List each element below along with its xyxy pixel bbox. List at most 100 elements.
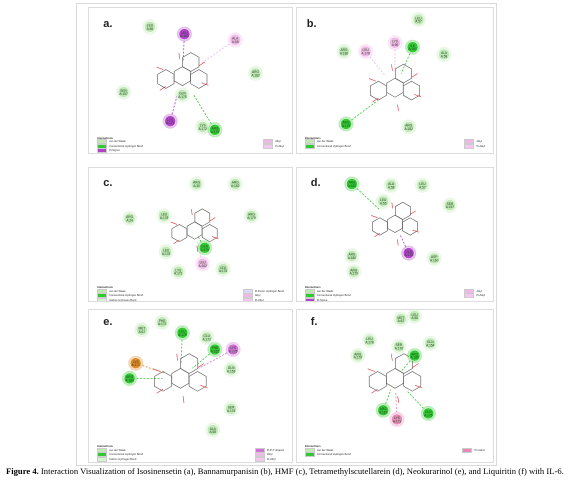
residue-name: ILE [410, 44, 415, 48]
residue-disc [136, 324, 148, 336]
residue-disc [227, 343, 239, 356]
ligand-ring [370, 80, 387, 101]
residue-id: A:182 [379, 410, 388, 414]
residue-disc [123, 372, 136, 385]
ligand-bond [414, 385, 423, 389]
residue-disc [438, 48, 450, 61]
panel-label-d: d. [310, 176, 321, 189]
residue-name: ARG [126, 375, 133, 379]
interaction-legend-c: Interactions van der Waals Conventional Hy… [97, 285, 284, 301]
residue-id: A:176 [227, 409, 236, 413]
residue-disc [412, 13, 425, 26]
residue-id: A:173 [158, 322, 167, 326]
residue-name: LYS [167, 118, 173, 122]
residue-name: LYS [200, 124, 206, 128]
residue-name: ARG [411, 352, 418, 356]
ligand-ring [372, 217, 388, 236]
ligand-bond [156, 388, 164, 394]
legend-item-pi-sigma: Pi-Sigma [304, 297, 351, 301]
interaction-legend-e: Interactions van der Waals Conventional Hy… [97, 444, 284, 462]
ligand-bond [200, 385, 208, 389]
residue-id: A:57 [419, 185, 426, 189]
legend-swatch [97, 148, 108, 153]
residue-disc [200, 331, 213, 344]
residue-name: ARG [380, 407, 387, 411]
residue-disc [402, 121, 415, 133]
residue-disc [196, 121, 209, 133]
residue-name: ARG [252, 70, 259, 74]
ligand-bond [159, 86, 167, 91]
ligand-ring [182, 52, 200, 72]
residue-disc [196, 258, 209, 270]
residue-id: A:178 [160, 216, 169, 220]
ligand-ring [157, 69, 175, 89]
residue-name: ARG [405, 124, 412, 128]
residue-disc [176, 327, 189, 339]
residue-id: A:178 [178, 333, 187, 337]
legend-item-conventional-hydrogen-bond: Conventional Hydrogen Bond [304, 452, 351, 457]
residue-disc [176, 89, 189, 101]
residue-id: A:178 [365, 340, 374, 344]
legend-swatch [304, 143, 315, 149]
residue-name: LYS [175, 268, 181, 272]
panel-c: c. ARG A:30 ARG A:182 LEU A:178 ARG A:179 ARG A:24… [88, 167, 293, 302]
legend-text: Conventional Hydrogen Bond [316, 453, 351, 456]
residue-id: A:180 [125, 378, 134, 382]
residue-name: MET [138, 327, 145, 331]
residue-id: A:175 [405, 253, 414, 257]
panel-b: b. LEU A:57 ARG A:180 LEU A:178 LYS A:56 ILE A:161… [296, 7, 494, 154]
residue-name: GLU [203, 334, 210, 338]
legend-item-pi-alkyl: Pi-Alkyl [464, 293, 485, 299]
residue-disc [391, 413, 403, 426]
ligand-ring [403, 371, 422, 392]
residue-disc [160, 246, 172, 258]
residue-id: A:180 [340, 52, 349, 56]
residue-disc [346, 250, 358, 262]
ligand-ring [154, 371, 172, 392]
ligand-ring [395, 63, 412, 84]
residue-id: A:178 [361, 52, 370, 56]
residue-name: LYS [230, 346, 236, 350]
residue-id: A:157 [446, 205, 455, 209]
legend-text: Alkyl [254, 294, 261, 298]
residue-name: LEU [220, 266, 227, 270]
legend-swatch [464, 143, 475, 149]
ligand-bond [391, 64, 393, 71]
residue-disc [444, 199, 456, 211]
legend-text: van der Waals [316, 289, 334, 293]
residue-id: A:67 [139, 330, 146, 334]
ligand-structure [156, 52, 209, 100]
residue-disc [393, 340, 405, 353]
legend-item-carbon-hydrogen-bond: Carbon Hydrogen Bond [97, 297, 143, 301]
panel-d: d. ARG A:182 ALA A:58 LEU A:57 SER A:157 ARG A:180… [296, 167, 494, 302]
residue-name: LEU [163, 249, 170, 253]
residue-disc [385, 179, 397, 192]
residue-id: A:58 [210, 430, 217, 434]
residue-id: A:175 [201, 248, 210, 252]
residue-name: LYS [394, 416, 400, 420]
legend-text: Conventional Hydrogen Bond [316, 144, 351, 148]
legend-text: Pi-Cation [474, 448, 486, 452]
residue-disc [229, 178, 241, 190]
ligand-ring [190, 69, 208, 89]
legend-item-pi-alkyl: Pi-Alkyl [242, 297, 284, 301]
legend-text: Conventional Hydrogen Bond [109, 144, 143, 148]
residue-name: LEU [362, 48, 369, 52]
